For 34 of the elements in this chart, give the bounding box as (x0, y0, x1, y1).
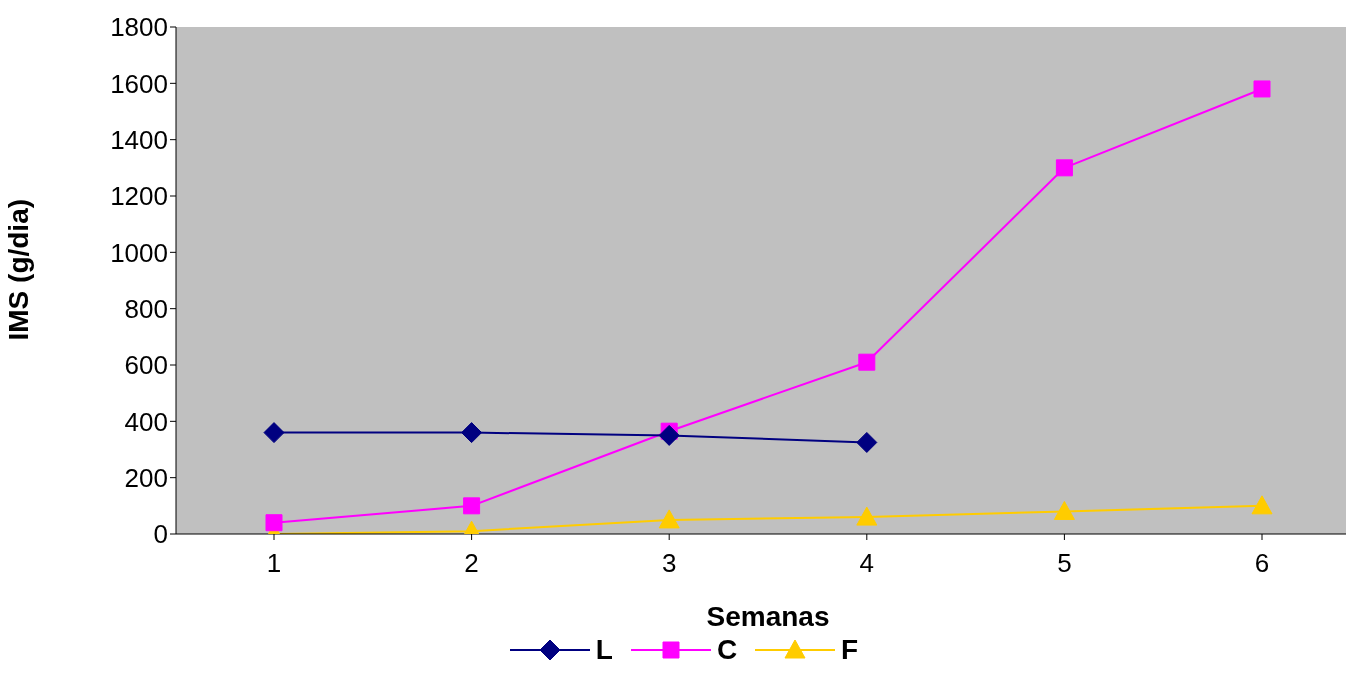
y-tick-label: 1200 (110, 181, 168, 212)
y-tick-label: 1400 (110, 124, 168, 155)
y-tick-label: 600 (124, 350, 168, 381)
y-tick-label: 400 (124, 406, 168, 437)
point (658, 424, 680, 446)
x-tick-label: 5 (1057, 548, 1072, 579)
point (1053, 500, 1075, 520)
y-tick-label: 1600 (110, 68, 168, 99)
y-tick-label: 200 (124, 462, 168, 493)
x-tick-label: 3 (661, 548, 677, 579)
point (658, 509, 680, 529)
x-tick-label: 1 (266, 548, 282, 579)
point (461, 422, 483, 444)
x-axis-title: Semanas (706, 601, 830, 632)
point (1251, 495, 1273, 515)
legend-label: C (716, 634, 738, 666)
point (265, 514, 283, 532)
point (263, 422, 285, 444)
point (856, 431, 878, 453)
y-tick-label: 1800 (110, 12, 168, 43)
point (1253, 80, 1271, 98)
y-axis-title: IMS (g/dia) (2, 198, 34, 341)
point (856, 506, 878, 526)
point (858, 353, 876, 371)
x-tick-label: 6 (1254, 548, 1270, 579)
x-tick-label: 4 (859, 548, 875, 579)
y-tick-label: 0 (153, 519, 168, 550)
x-tick-label: 2 (464, 548, 479, 579)
legend-label: L (595, 634, 613, 666)
point (1055, 159, 1073, 177)
legend-label: F (841, 634, 859, 666)
y-tick-label: 800 (124, 293, 168, 324)
y-tick-label: 1000 (110, 237, 168, 268)
point (463, 497, 481, 515)
